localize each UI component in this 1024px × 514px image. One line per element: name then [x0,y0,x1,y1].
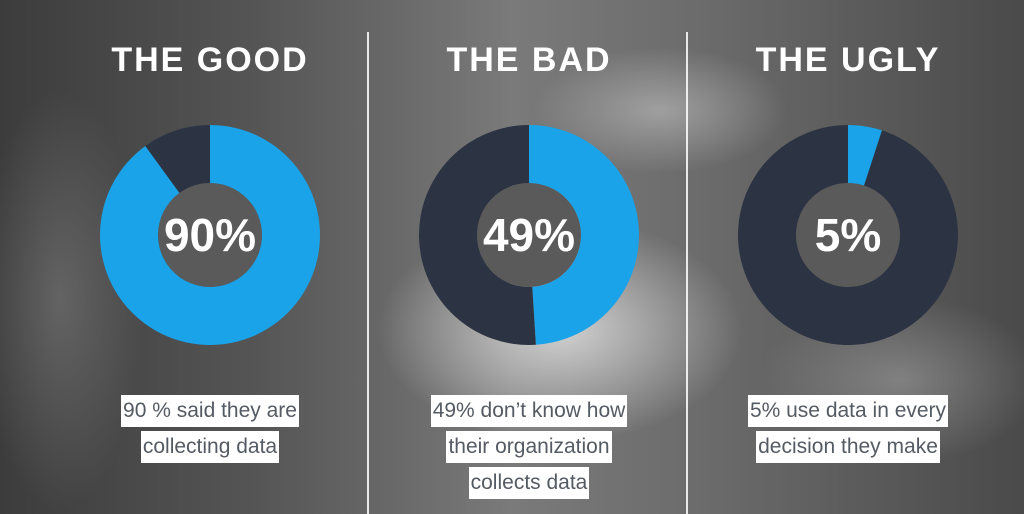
caption: 90 % said they are collecting data [60,395,360,467]
caption-line: 5% use data in every [747,395,949,427]
panel-title: THE GOOD [111,41,309,79]
panel-ugly: THE UGLY 5% 5% use data in every decisio… [678,0,1018,514]
donut-hole [796,183,900,287]
donut-hole [158,183,262,287]
donut-slice-highlight [848,125,882,186]
caption: 5% use data in every decision they make [698,395,998,467]
divider-1 [367,32,369,514]
panel-good: THE GOOD 90% 90 % said they are collecti… [40,0,380,514]
percent-label: 49% [482,209,576,261]
donut-slice-highlight [100,125,320,345]
panel-title: THE UGLY [755,41,941,79]
divider-2 [686,32,688,514]
donut-chart [100,125,320,345]
caption-line: collects data [468,467,590,499]
donut-hole [477,183,581,287]
donut-slice-remainder [419,125,536,345]
caption-line: their organization [446,431,612,463]
donut-slice-remainder [738,125,958,345]
donut-chart [738,125,958,345]
caption: 49% don’t know how their organization co… [379,395,679,503]
panel-bad: THE BAD 49% 49% don’t know how their org… [359,0,699,514]
panel-title: THE BAD [446,41,612,79]
percent-label: 5% [814,209,882,261]
caption-line: 49% don’t know how [430,395,628,427]
donut-chart [419,125,639,345]
percent-label: 90% [163,209,257,261]
caption-line: 90 % said they are [121,395,299,427]
donut-slice-highlight [529,125,639,345]
donut-slice-remainder [145,125,210,193]
caption-line: collecting data [140,431,280,463]
caption-line: decision they make [756,431,940,463]
